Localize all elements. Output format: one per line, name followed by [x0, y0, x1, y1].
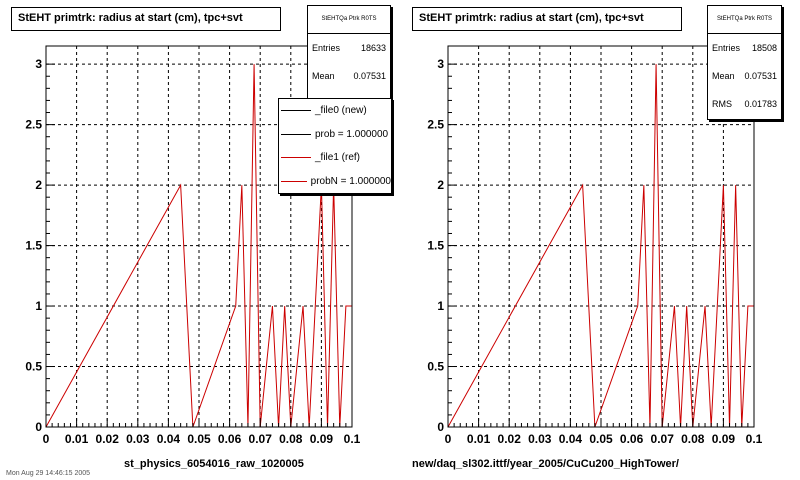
legend-swatch-new — [281, 110, 311, 112]
left-chart-title: StEHT primtrk: radius at start (cm), tpc… — [11, 7, 281, 31]
left-stats-mean-row: Mean 0.07531 — [308, 62, 390, 90]
left-stats-title: StEHTQa Ptrk R0TS — [308, 6, 390, 34]
right-stats-rms-label: RMS — [712, 99, 732, 109]
legend-swatch-ref — [281, 157, 311, 159]
left-legend: _file0 (new) prob = 1.000000 _file1 (ref… — [278, 98, 392, 194]
legend-swatch-probn — [281, 180, 307, 182]
legend-swatch-prob — [281, 133, 311, 135]
right-x-tick-label: 0.08 — [681, 432, 705, 446]
left-series-0-outline — [45, 64, 352, 428]
right-y-tick-label: 1.5 — [427, 239, 444, 253]
right-plot-area — [448, 46, 754, 427]
right-x-tick-label: 0.03 — [528, 432, 552, 446]
left-y-tick-label: 0 — [35, 420, 42, 434]
legend-label-prob: prob = 1.000000 — [315, 128, 389, 140]
left-stats-entries-value: 18633 — [360, 43, 386, 53]
left-stats-entries-row: Entries 18633 — [308, 34, 390, 62]
left-stats-mean-label: Mean — [312, 71, 335, 81]
right-chart-title: StEHT primtrk: radius at start (cm), tpc… — [412, 7, 682, 31]
left-y-tick-label: 1.5 — [25, 239, 42, 253]
right-x-tick-label: 0.07 — [651, 432, 675, 446]
right-y-tick-label: 3 — [437, 57, 444, 71]
left-x-tick-label: 0.07 — [249, 432, 273, 446]
left-y-tick-label: 2 — [35, 178, 42, 192]
left-x-tick-label: 0.06 — [218, 432, 242, 446]
legend-entry-ref: _file1 (ref) — [279, 146, 391, 170]
right-y-tick-label: 0.5 — [427, 360, 444, 374]
right-x-tick-label: 0.04 — [559, 432, 583, 446]
right-y-tick-label: 0 — [437, 420, 444, 434]
left-x-axis-label: st_physics_6054016_raw_1020005 — [124, 458, 304, 470]
right-x-tick-label: 0.1 — [746, 432, 763, 446]
right-x-tick-label: 0 — [445, 432, 452, 446]
left-x-tick-label: 0.09 — [310, 432, 334, 446]
left-x-tick-label: 0.08 — [279, 432, 303, 446]
right-x-tick-label: 0.09 — [712, 432, 736, 446]
right-x-tick-label: 0.02 — [498, 432, 522, 446]
right-stats-rms-value: 0.01783 — [744, 99, 777, 109]
legend-label-new: _file0 (new) — [315, 105, 367, 117]
right-x-axis-label: new/daq_sl302.ittf/year_2005/CuCu200_Hig… — [412, 458, 679, 470]
right-series-0-outline — [447, 64, 754, 428]
left-y-tick-label: 3 — [35, 57, 42, 71]
right-stats-entries-label: Entries — [712, 43, 741, 53]
right-y-tick-label: 1 — [437, 299, 444, 313]
left-y-tick-label: 2.5 — [25, 118, 42, 132]
left-x-tick-label: 0.02 — [96, 432, 120, 446]
right-stats-title: StEHTQa Ptrk R0TS — [708, 6, 781, 34]
left-stats-mean-value: 0.07531 — [353, 71, 386, 81]
right-stats-rms-row: RMS 0.01783 — [708, 90, 781, 118]
left-stats-entries-label: Entries — [312, 43, 341, 53]
legend-label-ref: _file1 (ref) — [315, 152, 361, 164]
right-x-tick-label: 0.01 — [467, 432, 491, 446]
right-x-tick-label: 0.06 — [620, 432, 644, 446]
right-y-tick-label: 2.5 — [427, 118, 444, 132]
legend-entry-probn: probN = 1.000000 — [279, 170, 391, 194]
left-x-tick-label: 0.1 — [344, 432, 361, 446]
legend-label-probn: probN = 1.000000 — [310, 175, 391, 187]
footer-timestamp: Mon Aug 29 14:46:15 2005 — [6, 470, 91, 477]
right-x-tick-label: 0.05 — [589, 432, 613, 446]
left-y-tick-label: 1 — [35, 299, 42, 313]
left-x-tick-label: 0.01 — [65, 432, 89, 446]
left-x-tick-label: 0.03 — [126, 432, 150, 446]
right-stats-entries-row: Entries 18508 — [708, 34, 781, 62]
legend-entry-new: _file0 (new) — [279, 99, 391, 123]
right-stats-mean-row: Mean 0.07531 — [708, 62, 781, 90]
left-x-tick-label: 0.05 — [187, 432, 211, 446]
legend-entry-prob: prob = 1.000000 — [279, 123, 391, 147]
right-stats-box: StEHTQa Ptrk R0TS Entries 18508 Mean 0.0… — [707, 5, 782, 120]
left-x-tick-label: 0.04 — [157, 432, 181, 446]
right-stats-mean-label: Mean — [712, 71, 735, 81]
right-stats-mean-value: 0.07531 — [744, 71, 777, 81]
left-y-tick-label: 0.5 — [25, 360, 42, 374]
right-y-tick-label: 2 — [437, 178, 444, 192]
left-x-tick-label: 0 — [43, 432, 50, 446]
right-stats-entries-value: 18508 — [751, 43, 777, 53]
